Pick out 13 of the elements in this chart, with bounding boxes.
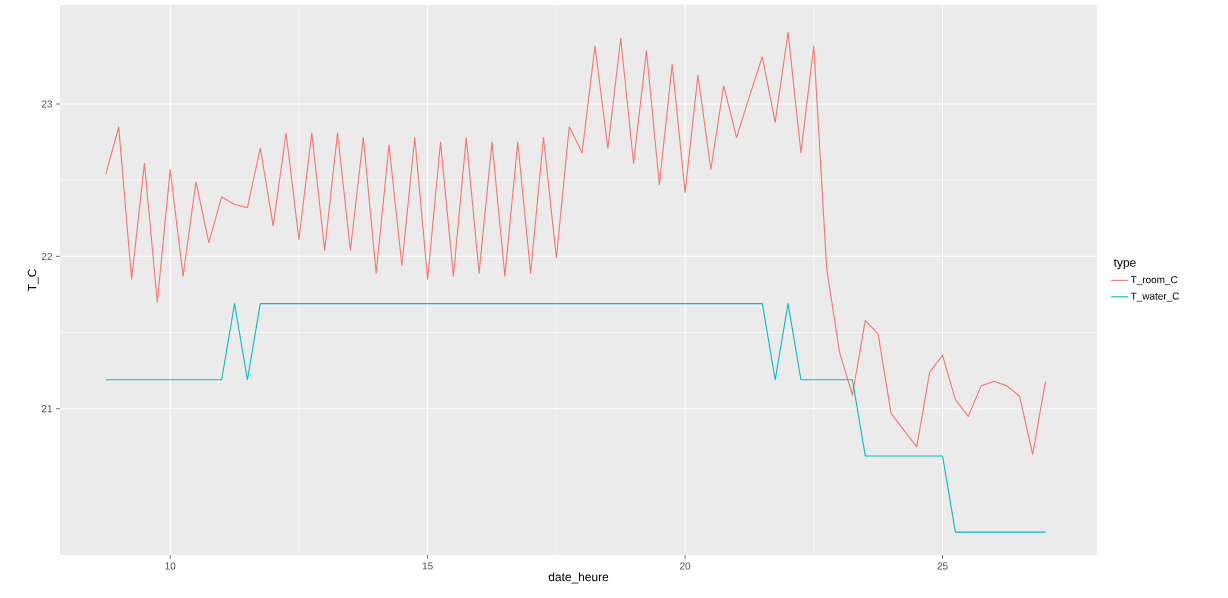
x-tick-label: 15 bbox=[422, 562, 433, 570]
x-axis-title: date_heure bbox=[548, 572, 609, 584]
x-tick-label: 10 bbox=[165, 562, 176, 570]
y-tick-label: 23 bbox=[41, 100, 53, 108]
x-tick-label: 20 bbox=[680, 562, 691, 570]
legend-label: T_water_C bbox=[1130, 292, 1179, 302]
line-series bbox=[105, 31, 1047, 455]
legend-title: type bbox=[1113, 258, 1136, 270]
x-tick-label: 25 bbox=[937, 562, 948, 570]
y-axis-title: T_C bbox=[27, 269, 39, 292]
y-tick-label: 22 bbox=[41, 252, 52, 260]
legend-label: T_room_C bbox=[1130, 276, 1178, 286]
y-tick-label: 21 bbox=[41, 405, 53, 413]
